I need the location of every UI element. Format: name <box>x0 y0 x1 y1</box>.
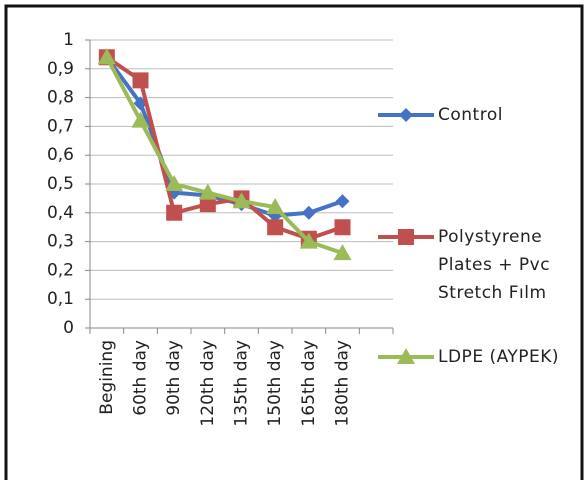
data-point <box>333 244 352 261</box>
data-point <box>335 194 350 209</box>
data-point <box>131 111 150 128</box>
legend-marker <box>398 229 414 245</box>
y-tick-label: 0,9 <box>47 59 74 79</box>
legend-label: Polystyrene Plates + Pvc Stretch Fılm <box>438 227 551 303</box>
data-point <box>232 192 251 209</box>
legend-label: LDPE (AYPEK) <box>438 347 560 367</box>
x-tick-label: 180th day <box>333 340 353 427</box>
y-tick-label: 0,1 <box>47 289 74 309</box>
y-tick-label: 1 <box>63 30 74 50</box>
data-point <box>301 205 316 220</box>
legend-label: Control <box>438 105 503 125</box>
y-tick-label: 0 <box>63 318 74 338</box>
y-tick-label: 0,5 <box>47 174 74 194</box>
y-tick-label: 0,4 <box>47 203 74 223</box>
data-point <box>166 204 183 221</box>
x-tick-label: 165th day <box>299 340 319 427</box>
series-line <box>105 56 344 256</box>
x-tick-label: 60th day <box>131 340 151 416</box>
data-point <box>334 219 351 236</box>
y-tick-label: 0,6 <box>47 145 74 165</box>
data-point <box>267 219 284 236</box>
data-point <box>165 175 184 191</box>
chart-border <box>4 4 584 480</box>
legend-marker <box>397 348 415 364</box>
y-tick-label: 0,7 <box>47 116 74 136</box>
y-tick-label: 0,2 <box>47 260 74 280</box>
x-tick-label: 90th day <box>164 340 184 416</box>
data-point <box>266 198 285 215</box>
data-point <box>198 183 217 200</box>
y-tick-label: 0,8 <box>47 88 74 108</box>
x-tick-label: 120th day <box>198 340 218 427</box>
data-point <box>299 232 318 249</box>
y-tick-label: 0,3 <box>47 232 74 252</box>
data-point <box>97 48 116 65</box>
x-tick-label: Begining <box>97 340 117 415</box>
data-point <box>132 72 149 89</box>
data-point <box>199 196 216 213</box>
x-tick-label: 135th day <box>232 340 252 427</box>
legend-marker <box>399 108 413 122</box>
x-tick-label: 150th day <box>265 340 285 427</box>
